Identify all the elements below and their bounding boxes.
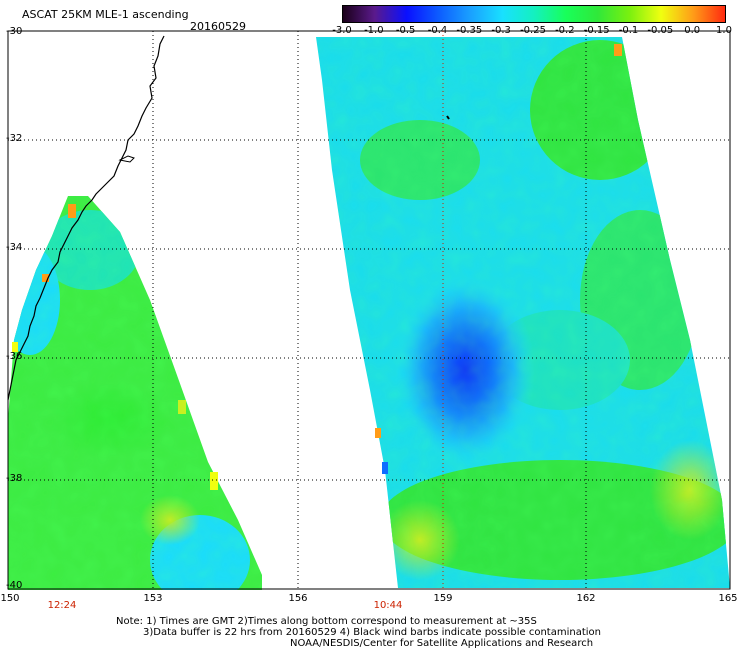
- colorbar-tick-label: -0.35: [456, 25, 483, 36]
- lon-label: 150: [0, 593, 20, 604]
- colorbar-tick-label: 0.0: [684, 25, 701, 36]
- grid: [8, 31, 730, 589]
- colorbar-tick-label: -0.3: [491, 25, 511, 36]
- plot-frame: [7, 30, 731, 590]
- time-label-left: 12:24: [47, 600, 77, 611]
- colorbar-tick-label: -1.0: [364, 25, 384, 36]
- chart-title: ASCAT 25KM MLE-1 ascending: [22, 8, 189, 21]
- lon-label: 162: [576, 593, 596, 604]
- colorbar-tick-label: -0.5: [395, 25, 416, 36]
- left-swath: [8, 196, 262, 590]
- lon-label: 156: [288, 593, 308, 604]
- colorbar-tick-label: -0.1: [618, 25, 639, 36]
- colorbar-tick-label: -0.4: [427, 25, 448, 36]
- lat-label: -40: [6, 580, 23, 591]
- colorbar-tick-label: -0.2: [555, 25, 575, 36]
- note-line-3: NOAA/NESDIS/Center for Satellite Applica…: [290, 638, 594, 649]
- colorbar-tick-label: -0.05: [647, 25, 674, 36]
- right-swath: [316, 37, 730, 588]
- lat-label: -30: [6, 26, 23, 37]
- lat-label: -34: [6, 242, 23, 253]
- lat-label: -38: [6, 473, 23, 484]
- lon-label: 153: [143, 593, 163, 604]
- colorbar-tick-label: -3.0: [332, 25, 352, 36]
- colorbar-tick-label: -0.15: [583, 25, 610, 36]
- chart-date: 20160529: [190, 20, 246, 33]
- lat-label: -36: [6, 351, 23, 362]
- lat-label: -32: [6, 133, 23, 144]
- colorbar-tick-label: 1.0: [716, 25, 732, 36]
- note-line-2: 3)Data buffer is 22 hrs from 20160529 4)…: [143, 627, 601, 638]
- note-line-1: Note: 1) Times are GMT 2)Times along bot…: [116, 616, 537, 627]
- colorbar: [342, 5, 726, 23]
- coastline: [7, 35, 165, 401]
- time-label-right: 10:44: [373, 600, 403, 611]
- lon-label: 159: [433, 593, 453, 604]
- lon-label: 165: [718, 593, 738, 604]
- colorbar-tick-label: -0.25: [520, 25, 546, 36]
